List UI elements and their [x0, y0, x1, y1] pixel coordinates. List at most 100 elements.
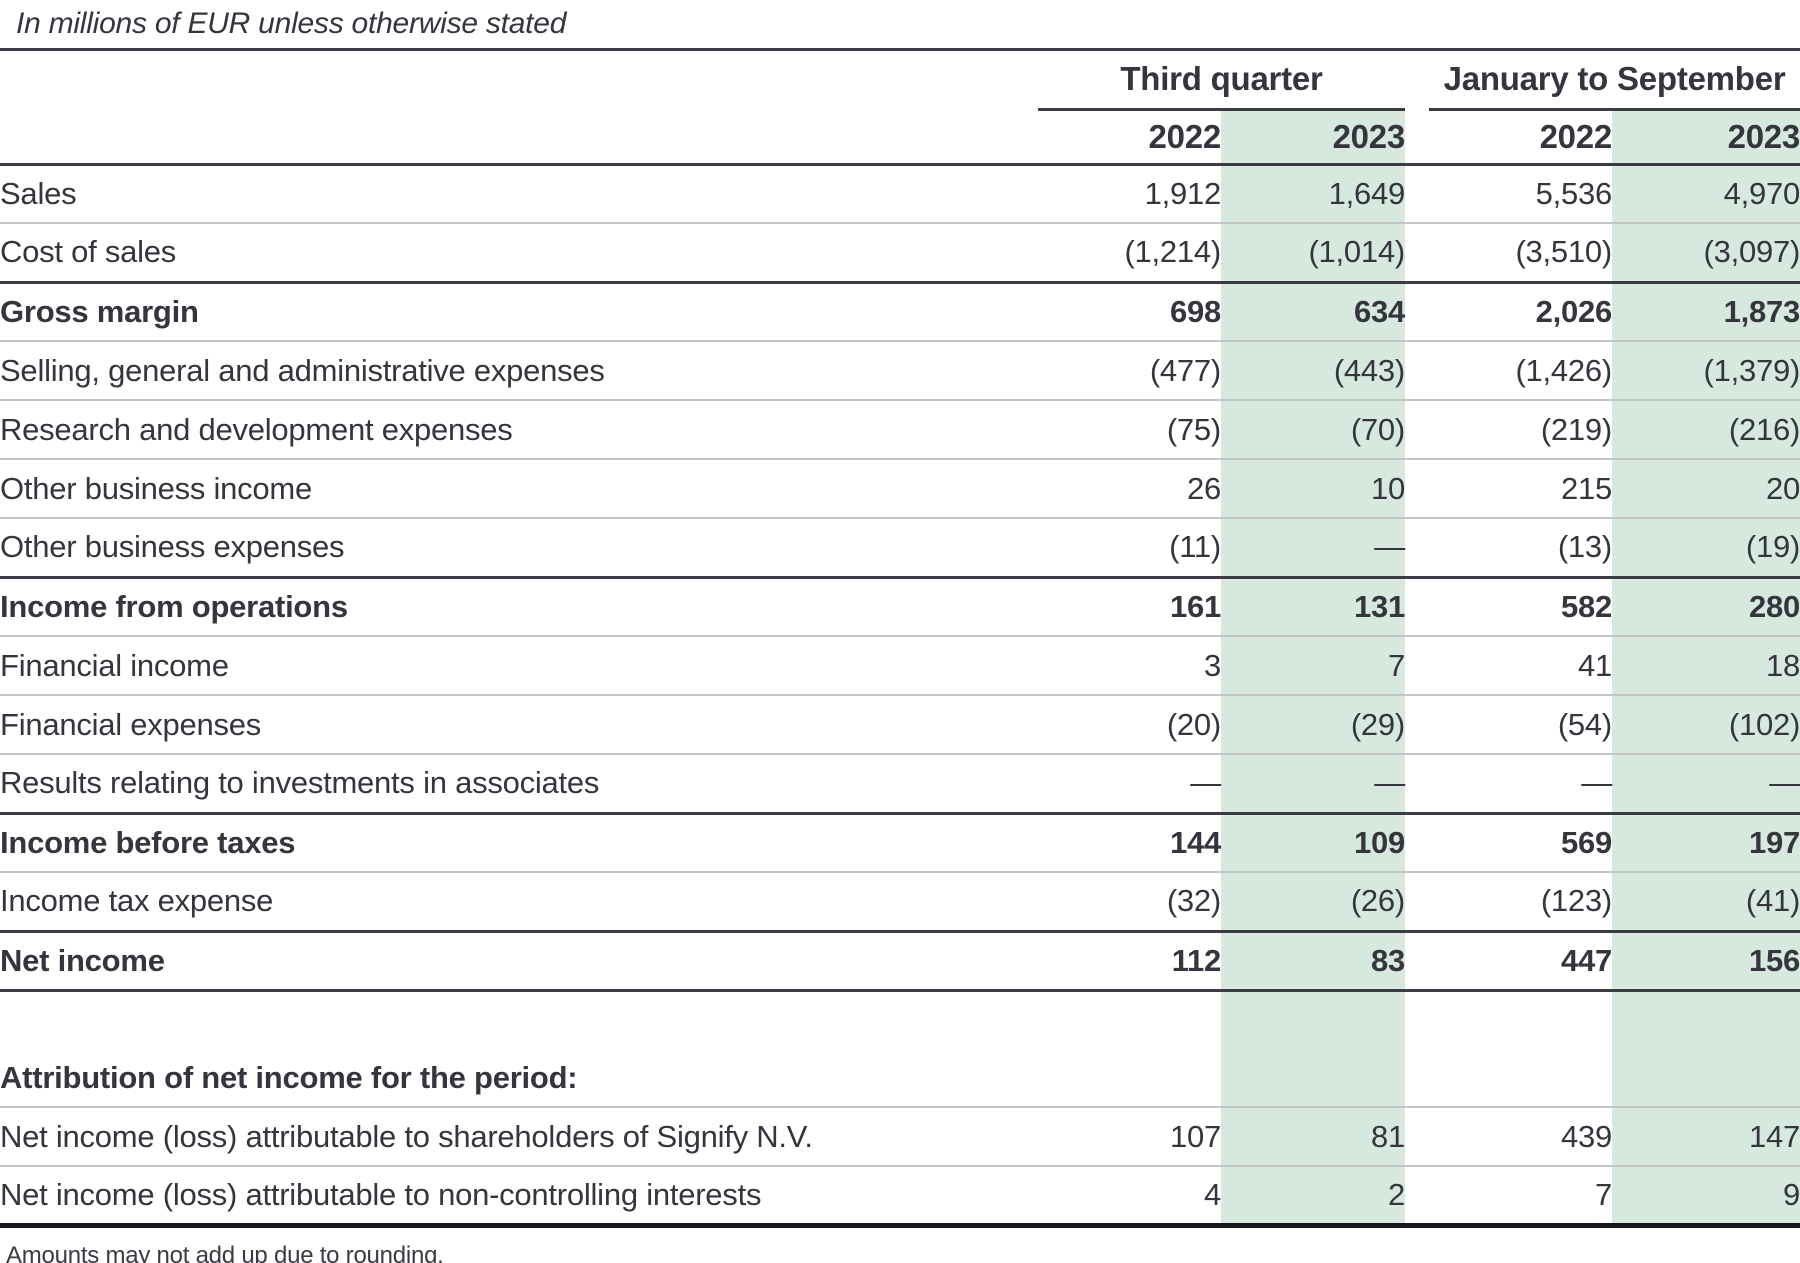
column-gap: [1405, 872, 1430, 933]
cell-ytd-2023: (19): [1612, 518, 1800, 579]
cell-ytd-2022: (13): [1429, 518, 1612, 579]
row-label: Net income (loss) attributable to non-co…: [0, 1166, 1038, 1228]
cell-ytd-2023: 20: [1612, 459, 1800, 519]
cell-ytd-2022: (1,426): [1429, 341, 1612, 401]
cell-ytd-2022: 2,026: [1429, 282, 1612, 342]
cell-q3-2023: 2: [1221, 1166, 1405, 1228]
column-gap: [1405, 164, 1430, 224]
cell-q3-2022: 26: [1038, 459, 1221, 519]
cell-ytd-2022: —: [1429, 754, 1612, 815]
empty-cell: [1221, 1050, 1406, 1108]
column-group-header-row: Third quarter January to September: [0, 51, 1800, 111]
spacer-cell: [1429, 990, 1612, 1050]
column-gap: [1405, 695, 1430, 755]
cell-ytd-2023: (1,379): [1612, 341, 1800, 401]
cell-ytd-2023: 18: [1612, 636, 1800, 696]
column-gap: [1405, 518, 1430, 579]
cell-ytd-2022: 215: [1429, 459, 1612, 519]
cell-ytd-2022: 439: [1429, 1107, 1612, 1167]
column-gap: [1405, 341, 1430, 401]
cell-q3-2023: —: [1221, 754, 1405, 815]
cell-ytd-2023: 1,873: [1612, 282, 1800, 342]
empty-cell: [1612, 1050, 1800, 1108]
cell-ytd-2023: (216): [1612, 400, 1800, 460]
cell-q3-2022: (20): [1038, 695, 1221, 755]
year-header-ytd-2023: 2023: [1612, 109, 1800, 166]
cell-q3-2022: 698: [1038, 282, 1221, 342]
cell-ytd-2023: 280: [1612, 577, 1800, 637]
table-row-financial-income: Financial income 3 7 41 18: [0, 636, 1800, 696]
cell-q3-2022: (11): [1038, 518, 1221, 579]
row-label: Other business expenses: [0, 518, 1038, 579]
row-label: Cost of sales: [0, 223, 1038, 284]
cell-ytd-2023: (3,097): [1612, 223, 1800, 284]
cell-q3-2022: 1,912: [1038, 164, 1221, 224]
spacer-row: [0, 990, 1800, 1050]
cell-q3-2023: (70): [1221, 400, 1405, 460]
column-gap: [1405, 1166, 1430, 1228]
cell-ytd-2022: 582: [1429, 577, 1612, 637]
column-gap: [1405, 223, 1430, 284]
column-gap: [1405, 813, 1430, 873]
cell-q3-2022: 144: [1038, 813, 1221, 873]
cell-ytd-2023: (41): [1612, 872, 1800, 933]
cell-q3-2022: (477): [1038, 341, 1221, 401]
units-note: In millions of EUR unless otherwise stat…: [0, 0, 1800, 51]
cell-ytd-2023: 4,970: [1612, 164, 1800, 224]
column-gap: [1405, 109, 1430, 166]
cell-q3-2022: (1,214): [1038, 223, 1221, 284]
row-label: Financial income: [0, 636, 1038, 696]
row-label: Income from operations: [0, 577, 1038, 637]
cell-q3-2022: 3: [1038, 636, 1221, 696]
row-label: Income tax expense: [0, 872, 1038, 933]
row-label: Sales: [0, 164, 1038, 224]
table-row-sales: Sales 1,912 1,649 5,536 4,970: [0, 164, 1800, 224]
table-row-rd-expenses: Research and development expenses (75) (…: [0, 400, 1800, 460]
cell-ytd-2023: 197: [1612, 813, 1800, 873]
row-label: Income before taxes: [0, 813, 1038, 873]
empty-corner-cell: [0, 109, 1038, 166]
cell-q3-2022: —: [1038, 754, 1221, 815]
table-row-attributable-non-controlling: Net income (loss) attributable to non-co…: [0, 1166, 1800, 1228]
section-header-label: Attribution of net income for the period…: [0, 1050, 1038, 1108]
year-header-row: 2022 2023 2022 2023: [0, 109, 1800, 166]
rounding-disclaimer: Amounts may not add up due to rounding.: [6, 1241, 444, 1263]
column-gap: [1405, 990, 1429, 1050]
cell-q3-2023: (443): [1221, 341, 1405, 401]
cell-ytd-2022: 5,536: [1429, 164, 1612, 224]
empty-corner-cell: [0, 51, 1038, 109]
cell-ytd-2022: (123): [1429, 872, 1612, 933]
spacer-cell: [1612, 990, 1800, 1050]
column-gap: [1405, 1050, 1430, 1108]
column-gap: [1405, 931, 1430, 992]
cell-q3-2023: 10: [1221, 459, 1405, 519]
spacer-cell: [1221, 990, 1406, 1050]
column-group-january-to-september: January to September: [1429, 51, 1800, 111]
column-gap: [1405, 754, 1430, 815]
table-row-income-tax-expense: Income tax expense (32) (26) (123) (41): [0, 872, 1800, 933]
cell-q3-2023: 109: [1221, 813, 1405, 873]
cell-q3-2023: (26): [1221, 872, 1405, 933]
cell-ytd-2022: 447: [1429, 931, 1612, 992]
year-header-q3-2023: 2023: [1221, 109, 1405, 166]
row-label: Results relating to investments in assoc…: [0, 754, 1038, 815]
table-row-gross-margin: Gross margin 698 634 2,026 1,873: [0, 282, 1800, 342]
cell-q3-2023: 1,649: [1221, 164, 1405, 224]
table-row-results-investments-associates: Results relating to investments in assoc…: [0, 754, 1800, 815]
cell-q3-2022: 161: [1038, 577, 1221, 637]
row-label: Other business income: [0, 459, 1038, 519]
cell-ytd-2023: —: [1612, 754, 1800, 815]
cell-ytd-2022: (54): [1429, 695, 1612, 755]
table-row-attributable-shareholders: Net income (loss) attributable to shareh…: [0, 1107, 1800, 1167]
row-label: Net income (loss) attributable to shareh…: [0, 1107, 1038, 1167]
table-row-financial-expenses: Financial expenses (20) (29) (54) (102): [0, 695, 1800, 755]
column-gap: [1405, 459, 1430, 519]
cell-q3-2023: 634: [1221, 282, 1405, 342]
table-row-sga-expenses: Selling, general and administrative expe…: [0, 341, 1800, 401]
spacer-cell: [0, 990, 1038, 1050]
row-label: Gross margin: [0, 282, 1038, 342]
cell-q3-2023: 81: [1221, 1107, 1405, 1167]
cell-ytd-2022: 41: [1429, 636, 1612, 696]
column-gap: [1405, 1107, 1430, 1167]
